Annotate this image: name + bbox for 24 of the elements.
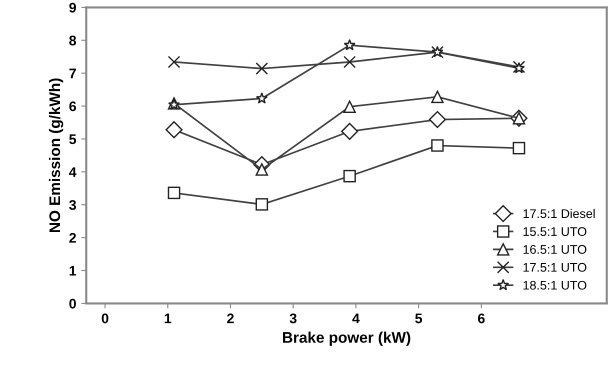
- y-tick-label: 0: [69, 298, 76, 309]
- x-tick-label: 1: [164, 314, 172, 324]
- y-axis-title: NO Emission (g/kWh): [48, 78, 64, 232]
- y-tick-label: 9: [69, 2, 76, 13]
- legend-label: 17.5:1 Diesel: [524, 208, 595, 218]
- y-tick-label: 6: [69, 101, 76, 112]
- y-tick-label: 1: [70, 266, 76, 276]
- y-tick-label: 2: [69, 232, 76, 243]
- legend-label: 18.5:1 UTO: [524, 280, 586, 290]
- y-tick-label: 8: [69, 36, 76, 46]
- x-tick-label: 4: [352, 314, 360, 324]
- y-tick-label: 3: [69, 200, 76, 210]
- x-tick-label: 5: [415, 314, 422, 324]
- y-tick-label: 5: [69, 134, 76, 144]
- x-tick-label: 2: [227, 313, 234, 324]
- legend-label: 17.5:1 UTO: [524, 262, 586, 272]
- x-axis-title: Brake power (kW): [283, 332, 410, 346]
- y-tick-label: 7: [69, 68, 76, 78]
- x-tick-label: 0: [102, 313, 108, 324]
- legend-label: 16.5:1 UTO: [524, 245, 586, 254]
- legend-label: 15.5:1 UTO: [524, 227, 586, 236]
- x-tick-label: 3: [290, 313, 297, 324]
- y-tick-label: 4: [69, 167, 76, 177]
- x-tick-label: 6: [478, 313, 485, 324]
